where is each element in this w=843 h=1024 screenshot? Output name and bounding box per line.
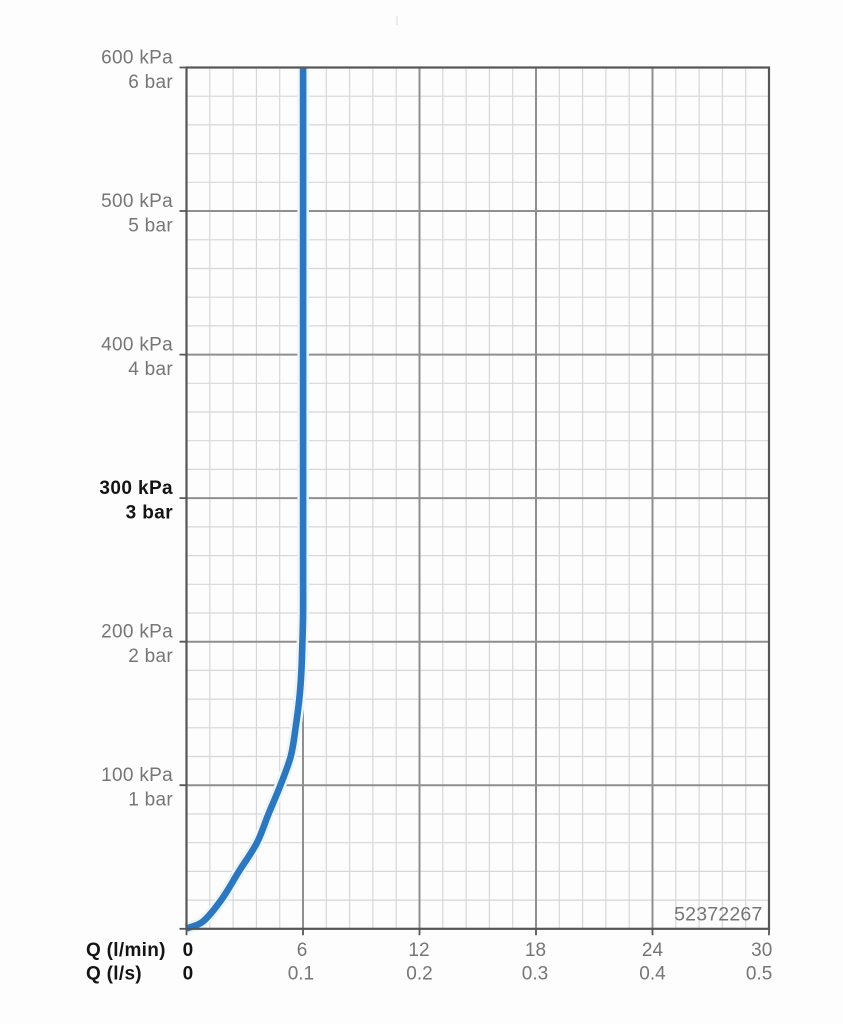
svg-text:0.1: 0.1	[288, 964, 314, 985]
svg-text:0.5: 0.5	[746, 964, 772, 985]
svg-text:400 kPa: 400 kPa	[101, 335, 173, 356]
svg-text:0: 0	[183, 964, 194, 985]
svg-text:24: 24	[642, 940, 664, 961]
svg-text:30: 30	[751, 940, 772, 961]
svg-text:0.2: 0.2	[406, 964, 432, 985]
svg-text:6: 6	[297, 940, 308, 961]
svg-text:6 bar: 6 bar	[128, 72, 173, 93]
svg-text:Q (l/min): Q (l/min)	[86, 940, 166, 961]
svg-text:0.4: 0.4	[639, 964, 666, 985]
svg-text:12: 12	[408, 940, 429, 961]
svg-text:3 bar: 3 bar	[126, 502, 174, 523]
svg-text:100 kPa: 100 kPa	[101, 765, 173, 786]
svg-text:Q (l/s): Q (l/s)	[86, 964, 142, 985]
svg-text:200 kPa: 200 kPa	[101, 622, 173, 643]
svg-text:2 bar: 2 bar	[128, 646, 173, 667]
svg-text:5 bar: 5 bar	[128, 215, 173, 236]
svg-text:0: 0	[183, 940, 194, 961]
svg-text:0.3: 0.3	[522, 964, 548, 985]
svg-text:18: 18	[525, 940, 546, 961]
svg-text:1 bar: 1 bar	[128, 790, 173, 811]
svg-text:300 kPa: 300 kPa	[99, 478, 173, 499]
svg-text:52372267: 52372267	[674, 904, 762, 926]
svg-text:4 bar: 4 bar	[128, 359, 173, 380]
svg-text:600 kPa: 600 kPa	[101, 48, 173, 69]
svg-text:500 kPa: 500 kPa	[101, 191, 173, 212]
